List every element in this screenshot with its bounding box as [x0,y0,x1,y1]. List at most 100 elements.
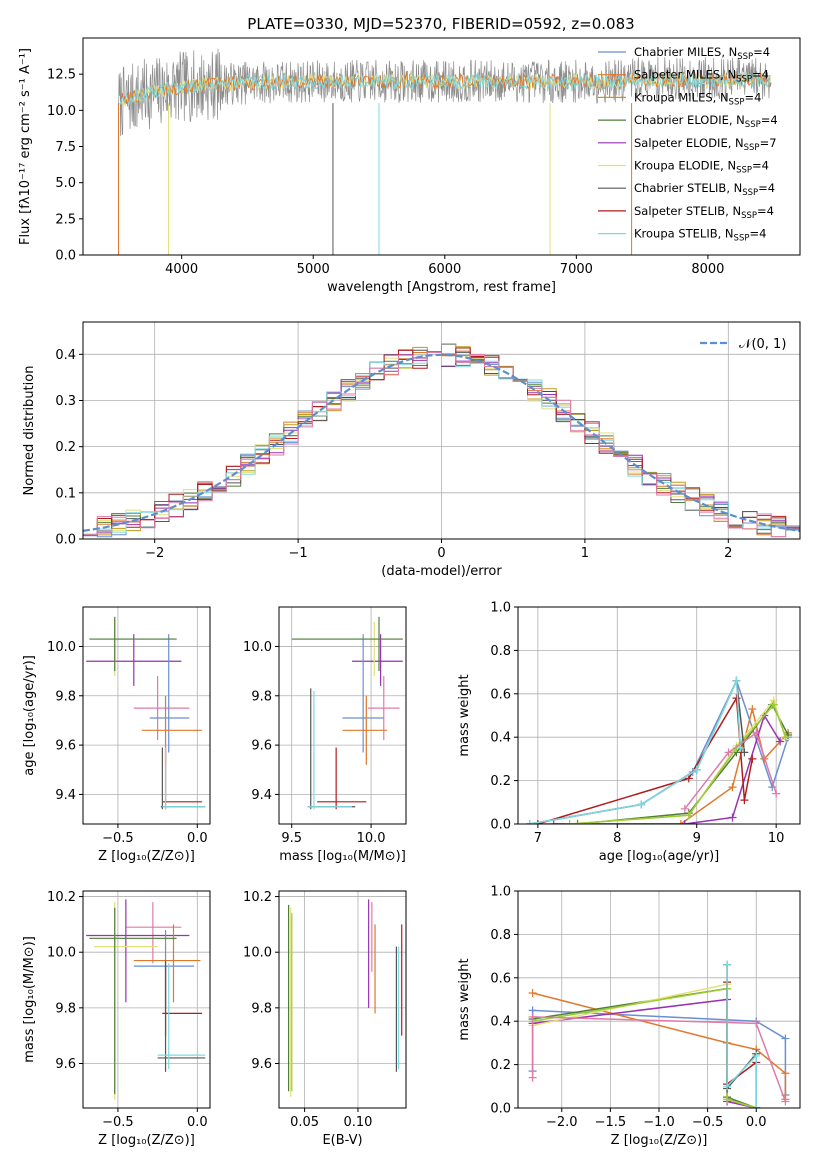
axes-frame [278,606,407,825]
histogram-step-line [83,351,800,538]
legend-entry: 𝒩(0, 1) [739,337,786,352]
x-tick-label: 8000 [691,262,724,277]
panel-mass-weight-vs-Z: −2.0 −1.5 −1.0 −0.5 0.0 0.0 0.2 0.4 0.6 0.8 1.0 Z [… [457,885,801,1148]
y-tick-label: 0.4 [55,348,76,363]
plot-area-age-vs-Z [86,616,206,810]
x-tick-label: −1.0 [643,1115,675,1130]
series-marker [723,1095,732,1104]
x-tick-label: 4000 [165,262,198,277]
series-marker [549,820,558,824]
series-marker [528,1012,537,1021]
series-marker [732,694,741,703]
x-axis-label: wavelength [Angstrom, rest frame] [327,280,556,295]
panel-residuals: −2 −1 0 1 2 0.0 0.1 0.2 0.3 0.4 (data-model)/error… [22,321,801,579]
x-tick-label: 0.0 [746,1115,767,1130]
axes-frame [82,890,211,1109]
y-tick-label: 9.8 [251,1001,272,1016]
legend-entry-name: Salpeter MILES, N [634,68,736,82]
legend-entry-subscript: SSP [742,188,758,198]
legend-entry-subscript: SSP [741,211,757,221]
legend-entry-subscript: SSP [729,97,745,107]
x-tick-label: 0.0 [187,1115,208,1130]
series-marker [781,1097,790,1106]
panel-age-vs-mass: 9.5 10.0 9.4 9.6 9.8 10.0 mass [log₁₀(M/M⊙)] [243,606,407,864]
series-marker [781,1069,790,1078]
plot-area-age-vs-mass [291,616,403,810]
series-line [684,731,777,810]
y-tick-label: 0.4 [490,1015,511,1030]
y-tick-label: 10.2 [47,890,76,905]
y-tick-label: 0.4 [490,731,511,746]
series-marker [637,800,646,809]
series-marker [768,783,777,792]
legend-entry: Kroupa MILES, NSSP=4 [634,90,761,107]
x-tick-label: 9 [693,831,701,846]
x-tick-label: 2 [724,546,732,561]
plot-area-spectrum [118,48,772,255]
x-tick-label: −2 [145,546,164,561]
x-tick-label: −0.5 [692,1115,724,1130]
x-tick-label: −1.5 [595,1115,627,1130]
panel-spectrum: 4000 5000 6000 7000 8000 0.0 2.5 5.0 7.5 10.0 12.5… [18,37,801,295]
series-line [726,964,757,1108]
legend-entry-count: =4 [761,113,778,127]
series-marker [776,737,785,746]
y-tick-label: 0.8 [490,928,511,943]
residual-legend: 𝒩(0, 1) [700,337,786,352]
series-marker [528,1073,537,1082]
series-marker [724,748,733,757]
y-tick-label: 9.6 [55,1057,76,1072]
x-tick-label: 10.0 [357,831,386,846]
legend-entry-count: =4 [744,90,761,104]
series-marker [769,700,778,709]
y-tick-label: 10.2 [243,890,272,905]
x-tick-label: 0.10 [343,1115,372,1130]
legend-entry-subscript: SSP [745,120,761,130]
series-marker [740,748,749,757]
legend-entry-name: Kroupa ELODIE, N [634,159,736,173]
plot-area-mass-weight-vs-age [525,676,793,824]
legend-entry-count: =4 [753,45,770,59]
y-tick-label: 10.0 [47,640,76,655]
series-marker [528,988,537,997]
axes-frame [278,890,407,1109]
legend-entry-subscript: SSP [737,52,753,62]
series-marker [752,728,761,737]
x-tick-label: −0.5 [102,831,134,846]
x-tick-label: 0.05 [290,1115,319,1130]
series-marker [680,820,689,824]
legend-entry-subscript: SSP [736,166,752,176]
legend-entry: Salpeter ELODIE, NSSP=7 [634,136,777,153]
axes-age-vs-Z: −0.5 0.0 9.4 9.6 9.8 10.0 Z [log₁₀(Z/Z⊙)] age [… [22,606,211,864]
y-axis-label: Normed distribution [22,366,37,496]
legend-entry: Chabrier ELODIE, NSSP=4 [634,113,778,130]
y-tick-label: 0.2 [490,1058,511,1073]
y-tick-label: 0.0 [490,818,511,833]
series-marker [676,820,685,824]
x-tick-label: 7000 [560,262,593,277]
series-marker [684,811,693,820]
y-tick-label: 5.0 [55,176,76,191]
legend-entry-count: =4 [758,181,775,195]
panel-mass-vs-Z: −0.5 0.0 9.6 9.8 10.0 10.2 Z [log₁₀(Z/Z⊙)] mass… [22,890,211,1148]
panel-age-vs-Z: −0.5 0.0 9.4 9.6 9.8 10.0 Z [log₁₀(Z/Z⊙)] age [… [22,606,211,864]
legend-entry-name: Kroupa MILES, N [634,90,729,104]
x-tick-label: −0.5 [102,1115,134,1130]
series-marker [772,789,781,798]
spectrum-model-line [119,71,772,106]
series-marker [723,1082,732,1091]
legend-entry-count: =7 [760,136,777,150]
y-tick-label: 0.0 [490,1102,511,1117]
x-tick-label: 1 [581,546,589,561]
plot-area-mass-weight-vs-Z [528,960,790,1108]
legend-entry: Chabrier MILES, NSSP=4 [634,45,770,62]
legend-entry-name: Chabrier ELODIE, N [634,113,745,127]
axes-mass-vs-EBV: 0.05 0.10 9.6 9.8 10.0 10.2 E(B-V) [243,890,407,1148]
axes-frame [82,606,211,825]
legend-entry-name: Chabrier STELIB, N [634,181,742,195]
y-tick-label: 7.5 [55,140,76,155]
y-tick-label: 0.0 [55,249,76,264]
axes-mass-vs-Z: −0.5 0.0 9.6 9.8 10.0 10.2 Z [log₁₀(Z/Z⊙)] mass… [22,890,211,1148]
x-axis-label: age [log₁₀(age/yr)] [599,849,720,864]
